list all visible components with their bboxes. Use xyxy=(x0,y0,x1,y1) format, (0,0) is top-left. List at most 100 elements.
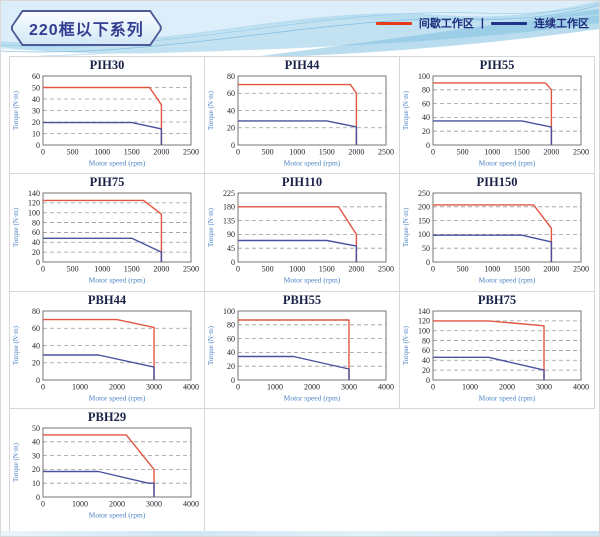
legend-separator: | xyxy=(480,17,484,29)
chart-title: PIH44 xyxy=(284,58,320,72)
svg-text:120: 120 xyxy=(418,317,430,326)
svg-text:2500: 2500 xyxy=(378,265,394,274)
svg-text:0: 0 xyxy=(231,141,235,150)
svg-text:10: 10 xyxy=(32,479,40,488)
svg-text:4000: 4000 xyxy=(573,383,589,392)
svg-text:0: 0 xyxy=(426,141,430,150)
svg-text:3000: 3000 xyxy=(146,500,162,509)
svg-text:20: 20 xyxy=(227,362,235,371)
chart-canvas-PIH30: 0 10 20 30 40 50 60 0 500 1000 1500 2000 2500 Motor s… xyxy=(12,72,199,168)
svg-text:40: 40 xyxy=(32,341,40,350)
series-continuous xyxy=(43,237,163,262)
svg-text:1000: 1000 xyxy=(484,265,500,274)
chart-title: PIH55 xyxy=(479,58,515,72)
svg-text:1000: 1000 xyxy=(462,383,478,392)
chart-cell-PBH44: PBH44 0 20 40 60 80 0 1000 2000 3000 4000 Motor spe… xyxy=(10,292,205,409)
y-axis-label: Torque (N·m) xyxy=(12,207,20,247)
svg-text:4000: 4000 xyxy=(183,383,199,392)
svg-text:100: 100 xyxy=(28,209,40,218)
svg-text:500: 500 xyxy=(67,148,79,157)
svg-text:120: 120 xyxy=(28,199,40,208)
y-tick-labels: 0 20 40 60 80 100 xyxy=(223,307,235,385)
x-tick-labels: 0 500 1000 1500 2000 2500 xyxy=(41,148,199,157)
y-tick-labels: 0 45 90 135 180 225 xyxy=(223,189,235,267)
y-tick-labels: 0 10 20 30 40 50 60 xyxy=(32,72,40,150)
svg-text:1000: 1000 xyxy=(484,148,500,157)
svg-text:0: 0 xyxy=(41,383,45,392)
x-tick-labels: 0 1000 2000 3000 4000 xyxy=(41,383,199,392)
x-axis-label: Motor speed (rpm) xyxy=(479,276,536,285)
svg-text:50: 50 xyxy=(422,244,430,253)
y-tick-labels: 0 20 40 60 80 100 xyxy=(418,72,430,150)
svg-text:135: 135 xyxy=(223,216,235,225)
intermittent-zone-label: 间歇工作区 xyxy=(418,18,474,30)
y-tick-labels: 0 50 100 150 200 250 xyxy=(418,189,430,267)
series-continuous xyxy=(433,120,553,145)
x-axis-label: Motor speed (rpm) xyxy=(284,276,341,285)
chart-title: PIH75 xyxy=(89,175,125,189)
svg-text:0: 0 xyxy=(36,493,40,502)
svg-text:1500: 1500 xyxy=(319,265,335,274)
intermittent-zone-line-icon xyxy=(375,21,412,25)
svg-text:30: 30 xyxy=(32,451,40,460)
svg-text:2000: 2000 xyxy=(109,500,125,509)
chart-title: PIH110 xyxy=(281,175,323,189)
svg-text:500: 500 xyxy=(457,265,469,274)
svg-text:2000: 2000 xyxy=(543,148,559,157)
svg-text:500: 500 xyxy=(262,265,274,274)
series-intermittent xyxy=(43,199,163,262)
svg-text:0: 0 xyxy=(41,265,45,274)
gridlines xyxy=(238,324,386,367)
svg-text:60: 60 xyxy=(227,334,235,343)
x-axis-label: Motor speed (rpm) xyxy=(479,394,536,403)
svg-text:2000: 2000 xyxy=(348,148,364,157)
svg-text:60: 60 xyxy=(422,99,430,108)
svg-text:40: 40 xyxy=(32,95,40,104)
svg-text:40: 40 xyxy=(32,238,40,247)
svg-text:50: 50 xyxy=(32,83,40,92)
svg-text:2000: 2000 xyxy=(109,383,125,392)
svg-text:1500: 1500 xyxy=(514,265,530,274)
page-title: 220框以下系列 xyxy=(29,22,144,39)
svg-text:45: 45 xyxy=(227,244,235,253)
y-axis-label: Torque (N·m) xyxy=(12,90,20,130)
chart-canvas-PIH44: 0 20 40 60 80 0 500 1000 1500 2000 2500 Motor speed… xyxy=(207,72,394,168)
svg-text:1000: 1000 xyxy=(289,148,305,157)
svg-text:60: 60 xyxy=(227,89,235,98)
x-axis-label: Motor speed (rpm) xyxy=(89,276,146,285)
x-axis-label: Motor speed (rpm) xyxy=(284,159,341,168)
gridlines xyxy=(433,206,581,249)
series-continuous xyxy=(238,120,358,145)
svg-text:2500: 2500 xyxy=(378,148,394,157)
svg-text:20: 20 xyxy=(32,118,40,127)
svg-text:1500: 1500 xyxy=(124,265,140,274)
series-intermittent xyxy=(433,204,553,262)
series-intermittent xyxy=(433,82,553,145)
continuous-zone-line-icon xyxy=(491,21,527,25)
chart-cell-PBH55: PBH55 0 20 40 60 80 100 0 1000 2000 3000 4000 Motor … xyxy=(205,292,400,409)
chart-cell-PIH55: PIH55 0 20 40 60 80 100 0 500 1000 1500 2000 2500 Mot… xyxy=(400,57,595,174)
svg-text:200: 200 xyxy=(418,203,430,212)
x-tick-labels: 0 1000 2000 3000 4000 xyxy=(236,383,394,392)
svg-text:250: 250 xyxy=(418,189,430,198)
svg-text:1000: 1000 xyxy=(94,148,110,157)
svg-text:3000: 3000 xyxy=(341,383,357,392)
svg-text:90: 90 xyxy=(227,230,235,239)
svg-text:2500: 2500 xyxy=(183,265,199,274)
plot-border xyxy=(432,75,582,146)
page-header: 220框以下系列 间歇工作区 | 连续工作区 xyxy=(1,1,599,56)
svg-text:60: 60 xyxy=(422,346,430,355)
plot-border xyxy=(42,310,192,381)
svg-text:2000: 2000 xyxy=(499,383,515,392)
svg-text:2000: 2000 xyxy=(348,265,364,274)
svg-text:0: 0 xyxy=(236,265,240,274)
svg-text:3000: 3000 xyxy=(146,383,162,392)
chart-cell-PBH29: PBH29 0 10 20 30 40 50 0 1000 2000 3000 4000 Motor s… xyxy=(10,409,205,535)
svg-text:0: 0 xyxy=(41,500,45,509)
svg-text:50: 50 xyxy=(32,424,40,433)
svg-text:0: 0 xyxy=(36,141,40,150)
svg-text:0: 0 xyxy=(236,383,240,392)
series-intermittent xyxy=(433,320,545,380)
